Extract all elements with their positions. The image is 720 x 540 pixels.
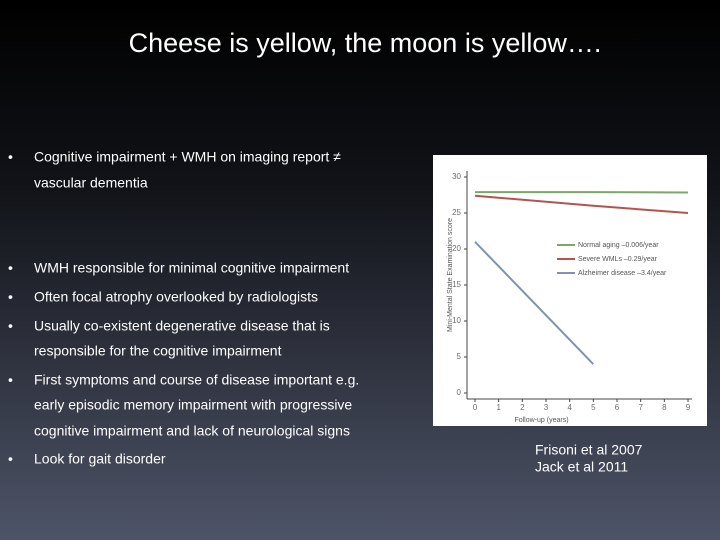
bullet-text: vascular dementia [34,175,148,191]
citation: Frisoni et al 2007 [535,442,643,458]
bullet-text: Cognitive impairment + WMH on imaging re… [34,149,341,165]
x-tick-label: 5 [591,403,596,412]
bullet-symbol: • [8,451,13,467]
x-tick-label: 2 [520,403,525,412]
y-tick-label: 0 [457,388,462,397]
y-tick-label: 25 [452,208,461,217]
bullet-text: Look for gait disorder [34,451,166,467]
bullet-text: First symptoms and course of disease imp… [34,372,359,388]
x-tick-label: 0 [473,403,478,412]
x-tick-label: 4 [567,403,572,412]
series-line [474,194,689,214]
bullet-symbol: • [8,372,13,388]
chart-image [433,155,707,426]
y-tick-label: 30 [452,172,461,181]
citation: Jack et al 2011 [535,459,628,475]
bullet-text: responsible for the cognitive impairment [34,343,282,359]
bullet-text: cognitive impairment and lack of neurolo… [34,423,350,439]
y-tick-label: 5 [457,352,462,361]
bullet-text: WMH responsible for minimal cognitive im… [34,260,349,276]
bullet-text: Often focal atrophy overlooked by radiol… [34,289,318,305]
bullet-text: early episodic memory impairment with pr… [34,397,352,413]
y-tick-label: 10 [452,316,461,325]
x-tick-label: 7 [638,403,643,412]
x-tick-label: 1 [496,403,501,412]
x-tick-label: 3 [544,403,549,412]
legend-label: Alzheimer disease –3.4/year [578,270,667,277]
bullet-symbol: • [8,149,13,165]
bullet-symbol: • [8,318,13,334]
bullet-symbol: • [8,260,13,276]
slide-title: Cheese is yellow, the moon is yellow…. [129,28,602,58]
series-line [474,241,595,365]
x-axis-title: Follow-up (years) [514,417,568,424]
legend-label: Normal aging –0.006/year [578,242,659,249]
x-tick-label: 6 [615,403,620,412]
legend-label: Severe WMLs –0.29/year [578,256,658,263]
y-axis-title: Mini-Mental State Examination score [447,218,454,332]
y-tick-label: 15 [452,280,461,289]
y-tick-label: 20 [452,244,461,253]
bullet-symbol: • [8,289,13,305]
bullet-text: Usually co-existent degenerative disease… [34,318,330,334]
x-tick-label: 9 [686,403,691,412]
x-tick-label: 8 [662,403,667,412]
